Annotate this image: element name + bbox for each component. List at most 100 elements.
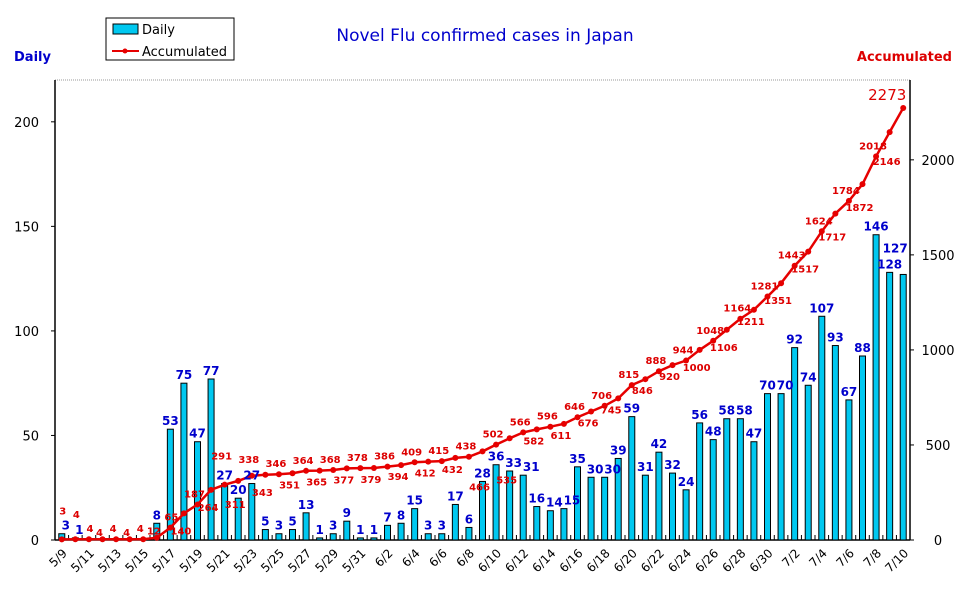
bar-value-label: 70 <box>759 379 776 393</box>
bar-value-label: 1 <box>315 523 323 537</box>
line-point <box>601 402 608 409</box>
legend-swatch-daily <box>112 23 139 35</box>
line-point <box>343 465 350 472</box>
bar-daily <box>859 355 866 541</box>
line-point <box>398 462 405 469</box>
bar-value-label: 58 <box>718 404 735 418</box>
line-point <box>845 197 852 204</box>
left-tick-label: 100 <box>14 325 39 340</box>
line-point <box>425 458 432 465</box>
line-value-label: 815 <box>618 370 639 381</box>
bar-daily <box>384 524 391 541</box>
bar-value-label: 16 <box>528 492 545 506</box>
line-value-label: 264 <box>198 503 219 514</box>
bar-daily <box>560 508 568 541</box>
line-point <box>547 423 554 430</box>
x-tick-label: 5/25 <box>258 546 287 575</box>
line-point <box>574 414 581 421</box>
line-point <box>411 459 418 466</box>
x-tick-label: 5/11 <box>68 546 97 575</box>
x-tick-label: 7/10 <box>882 546 911 575</box>
line-value-label: 1000 <box>683 363 711 374</box>
line-point <box>452 454 459 461</box>
line-point <box>370 464 377 471</box>
line-value-label: 412 <box>415 469 436 480</box>
x-tick-label: 5/15 <box>122 546 151 575</box>
bar-value-label: 67 <box>841 385 858 399</box>
bar-value-label: 7 <box>383 510 391 524</box>
bar-daily <box>519 474 527 541</box>
line-value-label: 888 <box>645 356 666 367</box>
bar-value-label: 3 <box>424 519 432 533</box>
line-value-label: 706 <box>591 391 612 402</box>
bar-value-label: 47 <box>189 427 206 441</box>
line-value-label: 4 <box>137 524 144 535</box>
bar-value-label: 6 <box>465 512 473 526</box>
bar-value-label: 47 <box>746 427 763 441</box>
left-tick-label: 50 <box>22 429 39 444</box>
bar-daily <box>397 522 405 541</box>
line-value-label: 187 <box>184 489 205 500</box>
line-value-label: 502 <box>483 430 504 441</box>
line-point <box>357 465 364 472</box>
line-point <box>180 510 187 517</box>
right-tick-label: 2000 <box>921 154 954 169</box>
line-value-label: 409 <box>401 447 422 458</box>
line-value-label: 944 <box>673 346 694 357</box>
left-tick-label: 0 <box>31 534 39 549</box>
line-value-label: 1164 <box>723 304 751 315</box>
bar-value-label: 70 <box>777 379 794 393</box>
line-value-label: 646 <box>564 402 585 413</box>
bar-daily <box>872 234 880 541</box>
bar-daily <box>669 472 676 541</box>
line-point <box>669 362 676 369</box>
line-point <box>533 426 540 433</box>
line-value-label: 2146 <box>873 157 901 168</box>
bar-daily <box>764 393 771 541</box>
line-point <box>588 408 595 415</box>
x-tick-label: 6/10 <box>475 546 504 575</box>
bar-daily <box>370 537 378 541</box>
bar-value-label: 93 <box>827 331 844 345</box>
line-point <box>153 534 160 541</box>
line-value-label: 415 <box>428 446 449 457</box>
line-point <box>113 536 120 543</box>
line-point <box>316 467 323 474</box>
x-tick-label: 6/22 <box>638 546 667 575</box>
line-point <box>778 280 785 287</box>
bar-value-label: 8 <box>153 508 161 522</box>
line-value-label: 386 <box>374 452 395 463</box>
bar-daily <box>831 345 839 541</box>
x-tick-label: 6/14 <box>530 546 559 575</box>
line-value-label: 4 <box>123 528 130 539</box>
x-tick-label: 5/21 <box>204 546 233 575</box>
line-value-label: 846 <box>632 386 653 397</box>
line-value-label: 311 <box>225 500 246 511</box>
line-point <box>493 441 500 448</box>
bar-daily <box>845 399 853 541</box>
line-point <box>275 471 282 478</box>
bar-value-label: 74 <box>800 370 817 384</box>
line-point <box>479 448 486 455</box>
bar-value-label: 14 <box>546 496 563 510</box>
line-point <box>126 536 133 543</box>
legend-label-accumulated: Accumulated <box>142 45 227 60</box>
line-value-label: 346 <box>265 459 286 470</box>
bar-daily <box>492 464 500 541</box>
bar-value-label: 39 <box>610 443 627 457</box>
bar-value-label: 30 <box>587 462 604 476</box>
bar-value-label: 3 <box>275 519 283 533</box>
line-point <box>900 104 907 111</box>
bar-daily <box>411 508 419 541</box>
bar-value-label: 30 <box>604 462 621 476</box>
bar-daily <box>804 384 812 541</box>
legend-marker-accumulated <box>122 48 128 54</box>
legend: Daily Accumulated <box>105 17 235 61</box>
line-point <box>140 536 147 543</box>
line-value-label: 596 <box>537 412 558 423</box>
line-point <box>886 129 893 136</box>
bar-value-label: 128 <box>877 257 902 271</box>
bar-daily <box>343 520 351 541</box>
line-point <box>208 486 215 493</box>
